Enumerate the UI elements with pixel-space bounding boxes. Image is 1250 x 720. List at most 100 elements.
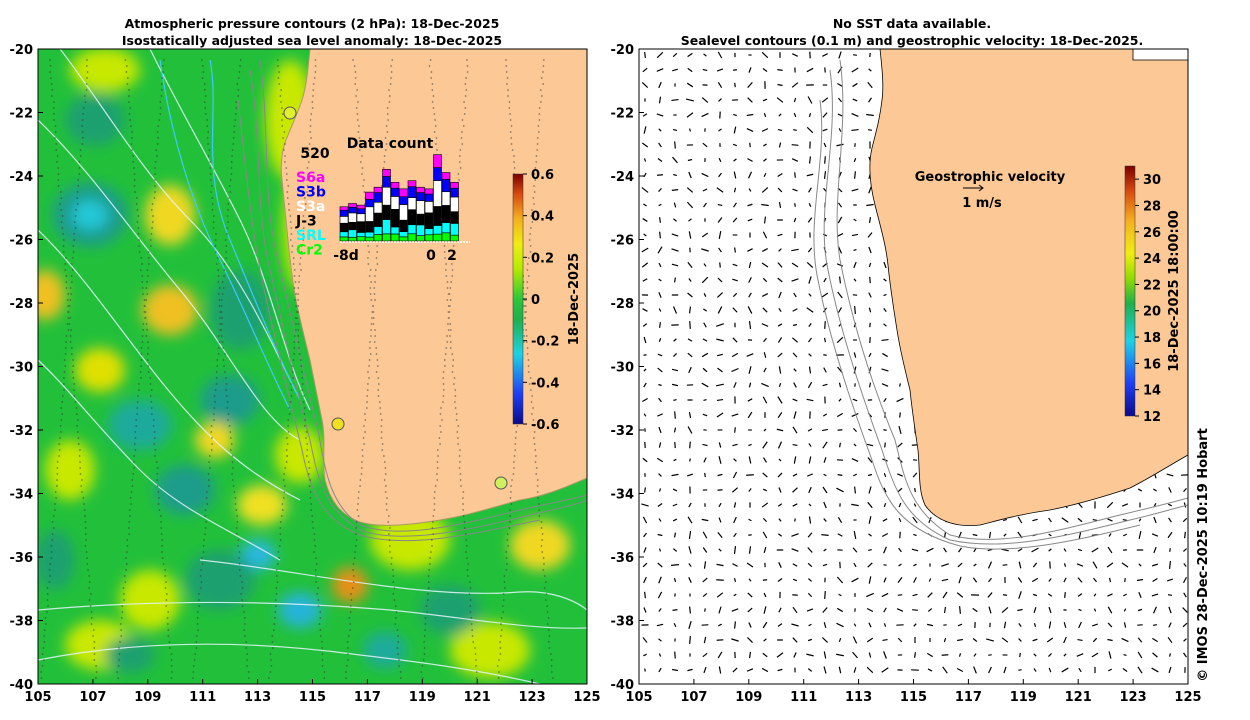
right-xtick-label: 107 — [680, 690, 707, 705]
track-point — [231, 473, 233, 475]
velocity-vector — [777, 472, 783, 478]
velocity-vector — [972, 533, 978, 537]
track-point — [292, 263, 295, 265]
track-point — [206, 503, 209, 505]
tide-gauge-marker[interactable] — [283, 106, 297, 120]
colorbar-tick-label: 30 — [1143, 173, 1161, 188]
right-ytick-label: -36 — [611, 551, 635, 566]
data-count-bar-segment — [407, 180, 417, 188]
data-count-bar-segment — [365, 191, 374, 200]
track-point — [85, 83, 88, 85]
track-point — [81, 125, 83, 127]
velocity-vector — [853, 443, 857, 447]
track-point — [116, 671, 119, 673]
velocity-vector — [747, 248, 753, 252]
track-point — [60, 209, 63, 211]
velocity-vector — [869, 322, 871, 328]
track-point — [43, 659, 45, 661]
track-point — [140, 353, 143, 355]
velocity-vector — [912, 472, 918, 478]
velocity-map-area[interactable] — [639, 49, 1189, 684]
track-point — [61, 215, 64, 217]
right-ytick-label: -24 — [611, 170, 635, 185]
velocity-vector — [927, 652, 933, 658]
track-point — [61, 395, 64, 397]
track-point — [73, 395, 76, 397]
velocity-vector — [868, 548, 872, 552]
velocity-vector — [868, 486, 872, 494]
track-point — [532, 419, 535, 421]
track-point — [369, 269, 372, 271]
track-point — [536, 143, 539, 145]
velocity-vector — [867, 232, 873, 238]
track-point — [281, 125, 284, 127]
sla-colorbar-label: 18-Dec-2025 — [567, 253, 582, 345]
track-point — [146, 353, 149, 355]
track-point — [508, 527, 511, 529]
track-point — [56, 473, 59, 475]
track-point — [390, 65, 392, 67]
velocity-vector — [823, 171, 827, 179]
velocity-vector — [643, 653, 647, 657]
velocity-vector — [748, 456, 752, 464]
track-point — [293, 347, 296, 349]
velocity-vector — [658, 638, 662, 642]
tide-gauge-marker[interactable] — [494, 476, 508, 490]
track-point — [150, 407, 153, 409]
right-xtick-label: 117 — [955, 690, 982, 705]
velocity-vector — [717, 531, 723, 539]
velocity-vector — [1077, 548, 1083, 552]
track-point — [54, 503, 56, 505]
velocity-vector — [806, 67, 814, 73]
velocity-vector — [762, 98, 768, 102]
velocity-vector — [718, 231, 722, 239]
velocity-vector — [761, 667, 769, 673]
velocity-vector — [644, 52, 646, 58]
velocity-vector — [912, 516, 918, 524]
track-point — [140, 257, 143, 259]
track-point — [528, 239, 531, 241]
track-point — [359, 479, 362, 481]
velocity-vector — [746, 562, 754, 568]
left-y-axis: -20-22-24-26-28-30-32-34-36-38-40 — [10, 43, 43, 693]
track-point — [433, 113, 436, 115]
track-point — [318, 623, 321, 625]
tide-gauge-marker[interactable] — [331, 417, 345, 431]
track-point — [279, 95, 282, 97]
track-point — [421, 665, 424, 667]
velocity-vector — [674, 651, 676, 659]
track-point — [166, 617, 169, 619]
velocity-vector — [778, 487, 782, 493]
sla-map-area[interactable] — [25, 48, 587, 684]
track-point — [390, 557, 393, 559]
velocity-vector — [1183, 563, 1187, 567]
track-point — [278, 83, 281, 85]
track-point — [439, 443, 441, 445]
track-point — [446, 335, 448, 337]
velocity-vector — [823, 548, 827, 552]
velocity-vector — [1003, 621, 1007, 629]
track-point — [358, 137, 361, 139]
velocity-vector — [823, 518, 827, 522]
colorbar-tick-label: 18 — [1143, 331, 1161, 346]
velocity-vector — [642, 67, 648, 73]
velocity-vector — [658, 278, 662, 282]
track-point — [436, 479, 439, 481]
left-ytick-label: -20 — [10, 43, 34, 58]
velocity-vector — [1031, 577, 1039, 583]
track-point — [393, 587, 396, 589]
track-point — [69, 335, 72, 337]
velocity-vector — [868, 352, 872, 358]
velocity-vector — [868, 262, 872, 268]
velocity-vector — [883, 487, 887, 493]
track-point — [77, 185, 80, 187]
velocity-vector — [1182, 548, 1188, 552]
left-xtick-label: 123 — [519, 690, 546, 705]
velocity-vector — [762, 248, 768, 252]
track-point — [385, 143, 388, 145]
track-point — [167, 635, 170, 637]
velocity-vector — [778, 307, 782, 313]
track-point — [457, 173, 460, 175]
velocity-vector — [867, 562, 873, 568]
right-xtick-label: 113 — [845, 690, 872, 705]
